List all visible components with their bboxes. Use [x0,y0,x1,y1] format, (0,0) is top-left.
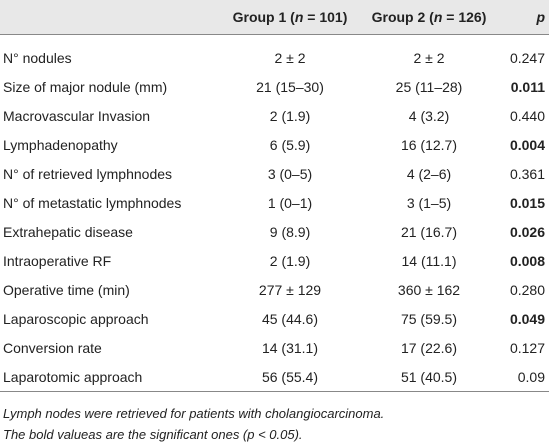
footnotes: Lymph nodes were retrieved for patients … [0,403,549,445]
cell: 0.049 [509,310,545,327]
cell: 9 (8.9) [269,223,311,240]
column-header: p [498,0,549,35]
table-row: Lymphadenopathy 6 (5.9) 16 (12.7) 0.004 [0,130,549,159]
table-row: Intraoperative RF 2 (1.9) 14 (11.1) 0.008 [0,246,549,275]
table-row: N° of retrieved lymphnodes 3 (0–5) 4 (2–6)… [0,159,549,188]
table-row: Laparoscopic approach 45 (44.6) 75 (59.5) 0… [0,304,549,333]
table-row: N° of metastatic lymphnodes 1 (0–1) 3 (1–5… [0,188,549,217]
cell: 0.247 [509,49,545,66]
cell: 2 ± 2 [274,49,306,66]
header-text: p [536,9,545,25]
cell: 3 (1–5) [406,194,452,211]
cell: 277 ± 129 [258,281,322,298]
row-label: Size of major nodule (mm) [3,78,168,95]
table-row: Operative time (min) 277 ± 129 360 ± 162 0.… [0,275,549,304]
row-label: Laparotomic approach [0,362,220,392]
row-label: N° of retrieved lymphnodes [3,165,173,182]
results-table: Group 1 (n = 101) Group 2 (n = 126) p N° n… [0,0,549,392]
table-row: N° nodules 2 ± 2 2 ± 2 0.247 [0,35,549,73]
row-label: Laparoscopic approach [3,310,149,327]
cell: 14 (11.1) [401,252,457,269]
header-text: = 101) [303,9,348,25]
table-row: Size of major nodule (mm) 21 (15–30) 25 (1… [0,72,549,101]
cell: 6 (5.9) [269,136,311,153]
column-header: Group 2 (n = 126) [360,0,498,35]
cell: 0.015 [509,194,545,211]
cell: 21 (15–30) [256,78,324,95]
cell: 51 (40.5) [360,362,498,392]
row-label: Intraoperative RF [3,252,112,269]
cell: 45 (44.6) [261,310,319,327]
cell: 0.004 [509,136,545,153]
row-label: Lymphadenopathy [3,136,118,153]
footnote: The bold valueas are the significant one… [3,427,303,442]
cell: 21 (16.7) [400,223,458,240]
cell: 16 (12.7) [400,136,458,153]
header-blank [0,0,220,35]
cell: 0.011 [510,78,545,95]
cell: 56 (55.4) [220,362,360,392]
cell: 1 (0–1) [267,194,313,211]
table-row: Macrovascular Invasion 2 (1.9) 4 (3.2) 0.44… [0,101,549,130]
row-label: Macrovascular Invasion [3,107,151,124]
header-text: n [433,9,443,25]
cell: 0.008 [509,252,545,269]
cell: 0.09 [498,362,549,392]
row-label: N° nodules [3,49,72,66]
header-text: Group 1 ( [232,9,295,25]
row-label: Extrahepatic disease [3,223,133,240]
cell: 2 (1.9) [269,252,311,269]
cell: 0.026 [509,223,545,240]
table-row: Conversion rate 14 (31.1) 17 (22.6) 0.127 [0,333,549,362]
table-body: N° nodules 2 ± 2 2 ± 2 0.247 Size of major n… [0,35,549,392]
cell: 2 ± 2 [413,49,445,66]
cell: 2 (1.9) [269,107,311,124]
cell: 4 (2–6) [406,165,452,182]
cell: 14 (31.1) [261,339,319,356]
header-text: n [294,9,304,25]
header-row: Group 1 (n = 101) Group 2 (n = 126) p [0,0,549,35]
cell: 0.361 [509,165,545,182]
cell: 0.127 [509,339,545,356]
cell: 0.280 [509,281,545,298]
cell: 75 (59.5) [400,310,458,327]
column-header: Group 1 (n = 101) [220,0,360,35]
row-label: Conversion rate [3,339,102,356]
cell: 17 (22.6) [400,339,458,356]
header-text: = 126) [442,9,487,25]
cell: 25 (11–28) [395,78,463,95]
cell: 360 ± 162 [397,281,461,298]
table-row: Extrahepatic disease 9 (8.9) 21 (16.7) 0.02… [0,217,549,246]
cell: 4 (3.2) [408,107,450,124]
cell: 3 (0–5) [267,165,313,182]
header-text: Group 2 ( [371,9,434,25]
table-row: Laparotomic approach 56 (55.4) 51 (40.5) 0.… [0,362,549,392]
footnote: Lymph nodes were retrieved for patients … [3,406,385,421]
row-label: Operative time (min) [3,281,130,298]
cell: 0.440 [509,107,545,124]
row-label: N° of metastatic lymphnodes [3,194,182,211]
